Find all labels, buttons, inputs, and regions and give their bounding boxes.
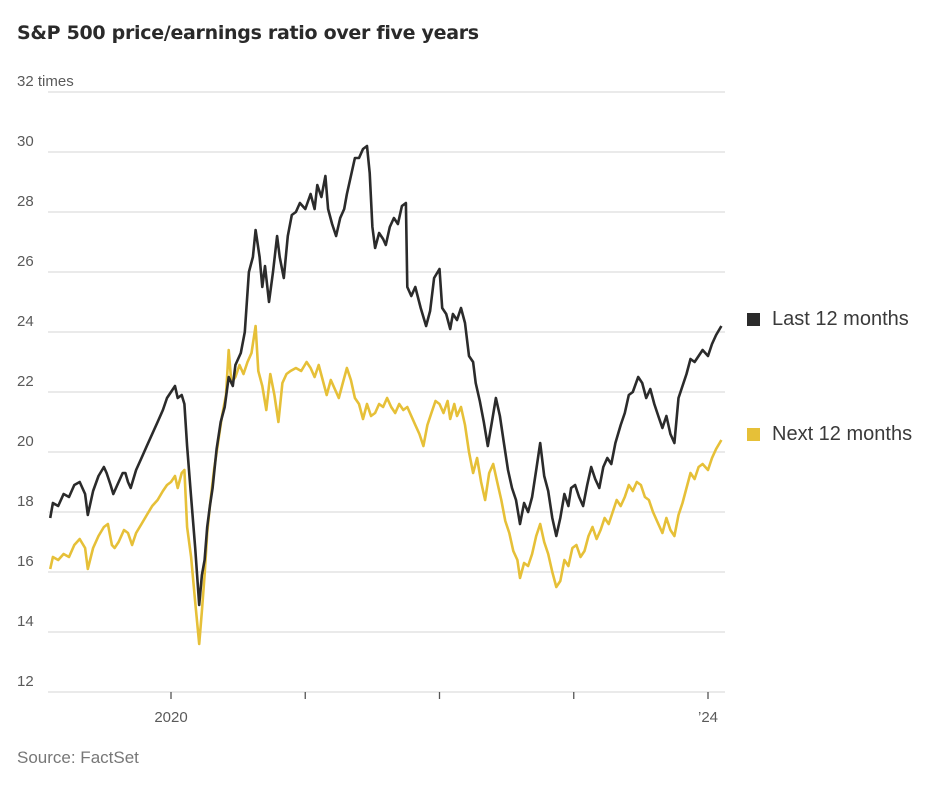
legend-swatch-last-12-months bbox=[747, 313, 760, 326]
x-tick-label: ’24 bbox=[698, 709, 718, 726]
legend-label-last-12-months: Last 12 months bbox=[772, 308, 909, 330]
series-line-next-12-months bbox=[48, 324, 723, 646]
legend-item-last-12-months: Last 12 months bbox=[747, 308, 909, 331]
y-axis-tick-labels: 12 14 16 18 20 22 24 26 28 30 32 times bbox=[17, 73, 74, 690]
y-tick-label: 22 bbox=[17, 373, 34, 390]
source-note: Source: FactSet bbox=[17, 748, 139, 767]
y-tick-label: 24 bbox=[17, 313, 34, 330]
y-tick-label: 12 bbox=[17, 673, 34, 690]
x-axis: 2020 ’24 bbox=[154, 692, 718, 726]
legend-item-next-12-months: Next 12 months bbox=[747, 423, 912, 446]
y-tick-label: 20 bbox=[17, 433, 34, 450]
series-line-last-12-months bbox=[48, 144, 723, 607]
y-tick-label: 14 bbox=[17, 613, 34, 630]
y-tick-label: 18 bbox=[17, 493, 34, 510]
y-tick-label: 32 times bbox=[17, 73, 74, 90]
y-tick-label: 16 bbox=[17, 553, 34, 570]
x-tick-label: 2020 bbox=[154, 709, 187, 726]
series-lines bbox=[48, 144, 723, 646]
gridlines bbox=[48, 91, 725, 693]
y-tick-label: 28 bbox=[17, 193, 34, 210]
legend-swatch-next-12-months bbox=[747, 428, 760, 441]
legend-label-next-12-months: Next 12 months bbox=[772, 423, 913, 445]
chart-title: S&P 500 price/earnings ratio over five y… bbox=[17, 22, 479, 44]
y-tick-label: 30 bbox=[17, 133, 34, 150]
y-tick-label: 26 bbox=[17, 253, 34, 270]
